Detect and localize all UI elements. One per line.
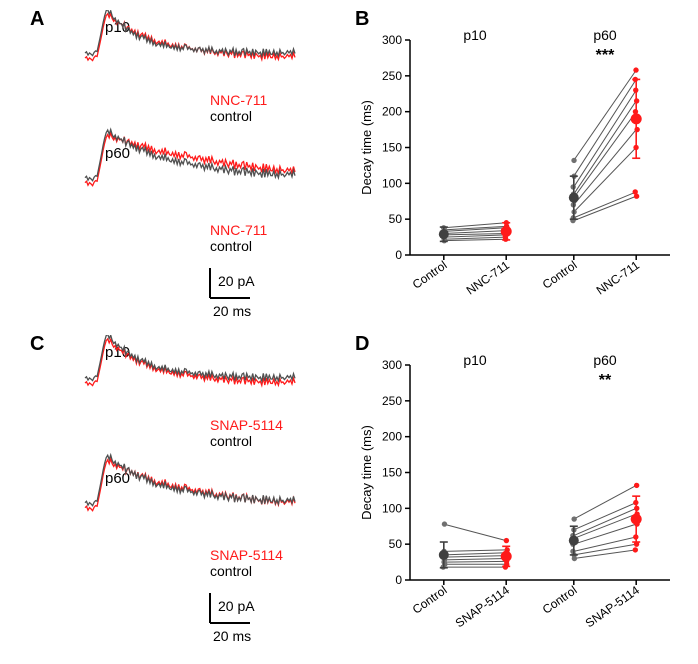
svg-text:Control: Control: [540, 583, 580, 617]
panel-c: p10SNAP-5114controlp60SNAP-5114control20…: [30, 335, 330, 660]
svg-text:250: 250: [382, 69, 402, 83]
svg-text:300: 300: [382, 358, 402, 372]
svg-text:p10: p10: [463, 352, 487, 368]
svg-text:50: 50: [389, 212, 403, 226]
svg-text:200: 200: [382, 105, 402, 119]
svg-text:20 pA: 20 pA: [218, 598, 255, 614]
svg-text:200: 200: [382, 430, 402, 444]
panel-a: p10NNC-711controlp60NNC-711control20 pA2…: [30, 10, 330, 335]
svg-text:NNC-711: NNC-711: [464, 258, 513, 298]
svg-text:control: control: [210, 433, 252, 449]
svg-text:Decay time (ms): Decay time (ms): [359, 425, 374, 520]
svg-text:100: 100: [382, 176, 402, 190]
svg-text:control: control: [210, 108, 252, 124]
svg-text:p60: p60: [593, 27, 617, 43]
svg-text:50: 50: [389, 537, 403, 551]
svg-text:***: ***: [596, 47, 615, 64]
svg-text:SNAP-5114: SNAP-5114: [210, 417, 283, 433]
svg-text:0: 0: [395, 248, 402, 262]
svg-text:p10: p10: [463, 27, 487, 43]
svg-text:Control: Control: [540, 258, 580, 292]
panel-d: 0 50 100 150 200 250 300 Decay time (ms) p10 p60 C…: [355, 335, 685, 655]
svg-text:SNAP-5114: SNAP-5114: [583, 583, 642, 630]
svg-text:20 pA: 20 pA: [218, 273, 255, 289]
svg-text:150: 150: [382, 466, 402, 480]
svg-text:20 ms: 20 ms: [213, 628, 251, 644]
panel-b: 0 50 100 150 200 250 300 Decay time (ms) p10 p60 C…: [355, 10, 685, 330]
svg-text:Control: Control: [410, 583, 450, 617]
svg-text:20 ms: 20 ms: [213, 303, 251, 319]
svg-text:250: 250: [382, 394, 402, 408]
svg-text:p60: p60: [593, 352, 617, 368]
svg-text:Decay time (ms): Decay time (ms): [359, 100, 374, 195]
svg-text:**: **: [599, 372, 612, 389]
svg-text:SNAP-5114: SNAP-5114: [210, 547, 283, 563]
svg-text:300: 300: [382, 33, 402, 47]
svg-text:NNC-711: NNC-711: [210, 222, 268, 238]
svg-text:control: control: [210, 238, 252, 254]
svg-text:Control: Control: [410, 258, 450, 292]
svg-text:100: 100: [382, 501, 402, 515]
svg-text:control: control: [210, 563, 252, 579]
svg-text:NNC-711: NNC-711: [210, 92, 268, 108]
svg-text:0: 0: [395, 573, 402, 587]
svg-text:p60: p60: [105, 145, 130, 162]
svg-text:SNAP-5114: SNAP-5114: [453, 583, 512, 630]
svg-text:150: 150: [382, 141, 402, 155]
svg-text:NNC-711: NNC-711: [594, 258, 643, 298]
